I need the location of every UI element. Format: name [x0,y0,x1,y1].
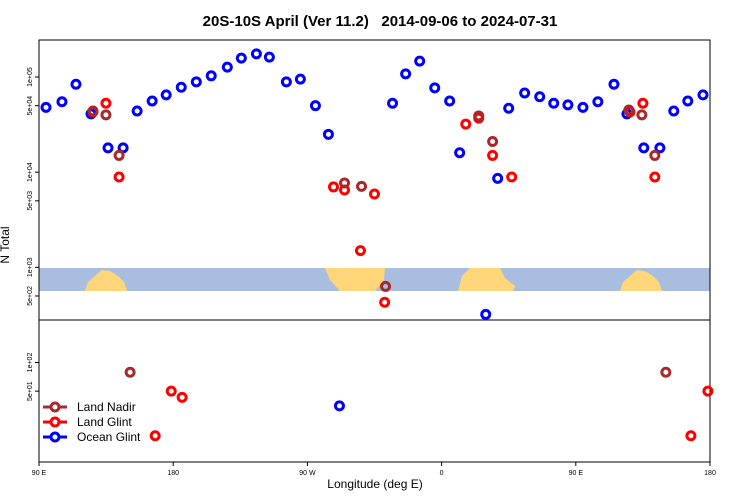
legend-marker [49,431,61,443]
point [100,109,112,121]
legend-marker [49,416,61,428]
y-tick-label: 1e+02 [27,353,34,373]
point [637,97,649,109]
point [40,101,52,113]
point [205,70,217,82]
y-axis-label: N Total [0,226,12,263]
point [400,68,412,80]
y-tick-label: 1e+05 [27,67,34,87]
point [487,136,499,148]
point [379,296,391,308]
y-tick-label: 5e+02 [27,286,34,306]
point [190,76,202,88]
point [280,76,292,88]
x-axis-label: Longitude (deg E) [327,477,422,491]
point [333,400,345,412]
point [649,149,661,161]
point [356,180,368,192]
point [235,52,247,64]
legend-label: Land Nadir [77,400,136,414]
point [492,172,504,184]
point [429,82,441,94]
point [487,149,499,161]
point [380,280,392,292]
point [124,366,136,378]
point [623,104,635,116]
point [70,78,82,90]
point [339,177,351,189]
point [149,430,161,442]
point [506,171,518,183]
point [636,109,648,121]
point [592,96,604,108]
point [113,149,125,161]
point [102,142,114,154]
point [685,430,697,442]
legend-marker [49,401,61,413]
point [638,142,650,154]
point [327,181,339,193]
point [682,95,694,107]
x-tick-label: 0 [440,470,444,477]
x-tick-label: 90 E [569,470,584,477]
y-tick-label: 1e+04 [27,162,34,182]
point [503,102,515,114]
map-strip [39,268,710,291]
point [697,89,709,101]
x-tick-label: 90 W [299,470,316,477]
point [660,366,672,378]
point [309,100,321,112]
y-tick-label: 5e+01 [27,381,34,401]
point [454,147,466,159]
point [460,118,472,130]
legend-label: Ocean Glint [77,430,141,444]
chart-title: 20S-10S April (Ver 11.2) 2014-09-06 to 2… [203,13,558,30]
point [322,128,334,140]
point [649,171,661,183]
point [444,95,456,107]
point [387,97,399,109]
point [354,245,366,257]
point [221,61,233,73]
point [146,95,158,107]
point [608,78,620,90]
point [480,308,492,320]
point [369,188,380,200]
point [250,48,262,60]
legend-label: Land Glint [77,415,132,429]
y-tick-label: 1e+03 [27,257,34,277]
point [113,171,125,183]
point [668,105,680,117]
point [100,97,112,109]
point [519,87,531,99]
point [56,96,68,108]
point [87,105,99,117]
x-tick-label: 90 E [32,470,47,477]
x-tick-label: 180 [167,470,179,477]
point [294,73,306,85]
point [131,105,143,117]
point [175,81,187,93]
point [160,89,172,101]
point [263,51,275,63]
point [534,91,546,103]
y-tick-label: 5e+03 [27,191,34,211]
point [176,391,188,403]
point [414,55,426,67]
point [702,385,714,397]
point [654,142,666,154]
point [562,99,574,111]
point [473,110,485,122]
plot-frame [38,39,711,463]
point [577,101,589,113]
point [548,97,560,109]
point [165,385,177,397]
x-tick-label: 180 [704,470,716,477]
y-tick-label: 5e+04 [27,96,34,116]
